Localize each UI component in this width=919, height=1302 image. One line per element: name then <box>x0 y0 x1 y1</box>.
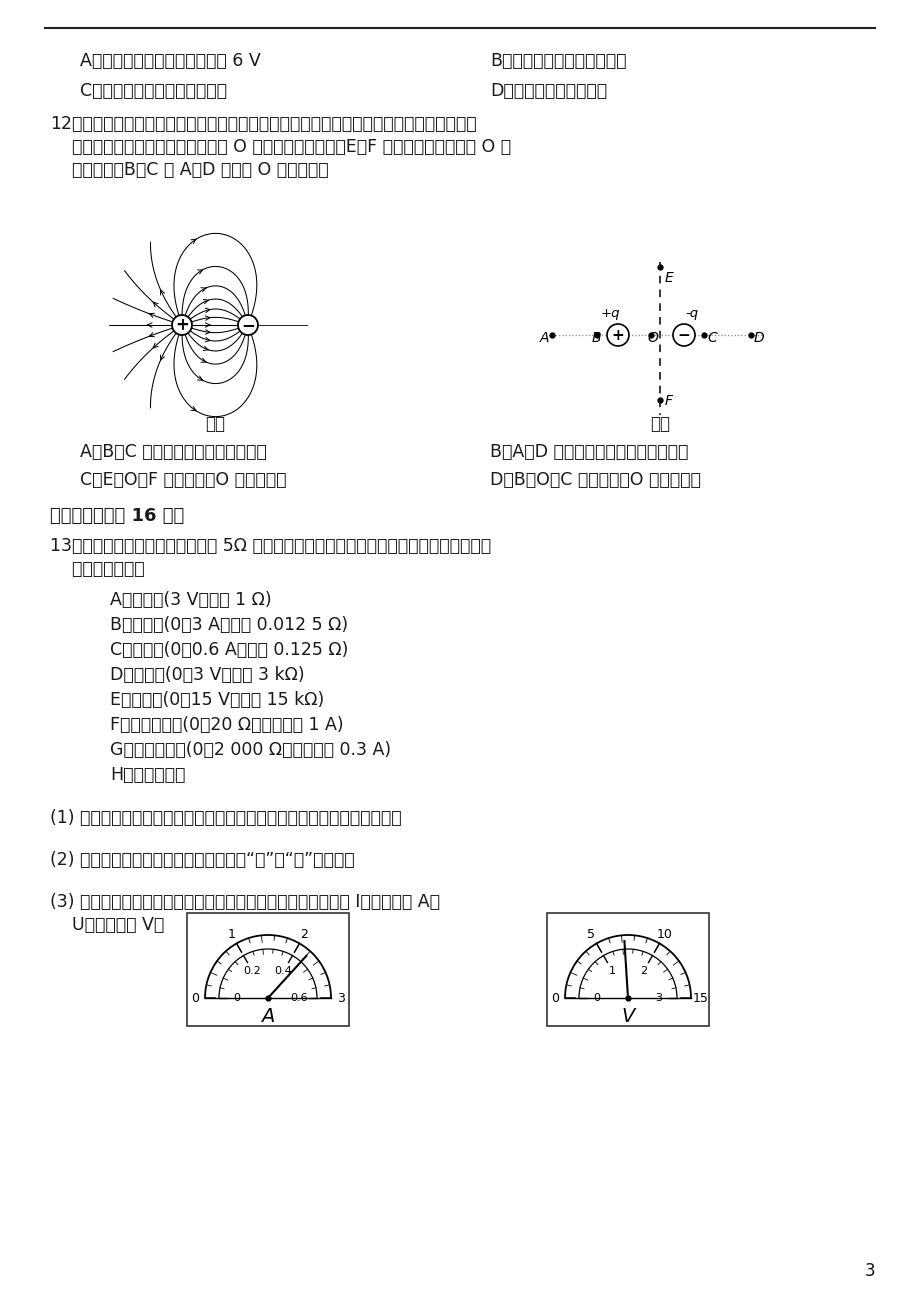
Text: 1: 1 <box>227 928 235 941</box>
Text: 10: 10 <box>656 928 672 941</box>
Text: 图甲: 图甲 <box>205 415 225 434</box>
Text: F．滑动变阻器(0～20 Ω，额定电流 1 A): F．滑动变阻器(0～20 Ω，额定电流 1 A) <box>110 716 344 734</box>
Text: V: V <box>620 1006 634 1026</box>
Text: C: C <box>706 331 716 345</box>
Text: 0: 0 <box>233 993 240 1003</box>
Text: 0.2: 0.2 <box>244 966 261 976</box>
Text: D．两表的电压示数不同: D．两表的电压示数不同 <box>490 82 607 100</box>
Text: -q: -q <box>685 307 698 320</box>
Text: B: B <box>591 331 601 345</box>
Text: A: A <box>261 1006 275 1026</box>
Text: G．滑动变阻器(0～2 000 Ω，额定电流 0.3 A): G．滑动变阻器(0～2 000 Ω，额定电流 0.3 A) <box>110 741 391 759</box>
Text: +q: +q <box>599 307 619 320</box>
Text: 0: 0 <box>191 992 199 1005</box>
Text: C．两表头的指针的偏角不相同: C．两表头的指针的偏角不相同 <box>80 82 227 100</box>
Text: 12．用电场线能很直观、很方便地比较电场中各点的强弱．如图甲是等量异种点电荷形成电: 12．用电场线能很直观、很方便地比较电场中各点的强弱．如图甲是等量异种点电荷形成… <box>50 115 476 133</box>
Text: +: + <box>611 328 624 342</box>
Text: H．开关、导线: H．开关、导线 <box>110 766 185 784</box>
Text: D．B、O、C 三点比较，O 点场强最强: D．B、O、C 三点比较，O 点场强最强 <box>490 471 700 490</box>
Text: E．电压表(0～15 V，内阻 15 kΩ): E．电压表(0～15 V，内阻 15 kΩ) <box>110 691 323 710</box>
Text: 3: 3 <box>654 993 662 1003</box>
Text: 备有以下器材：: 备有以下器材： <box>50 560 144 578</box>
Text: 13．欲用伏安法测定一段阻值约为 5Ω 左右的金属导线的电阴，要求测量结果尽量准确，现: 13．欲用伏安法测定一段阻值约为 5Ω 左右的金属导线的电阴，要求测量结果尽量准… <box>50 536 491 555</box>
Text: O: O <box>646 331 657 345</box>
Text: 0.6: 0.6 <box>289 993 308 1003</box>
Text: (2) 实验电路应采用电流表＿＿＿＿（填“内”或“外”）接法．: (2) 实验电路应采用电流表＿＿＿＿（填“内”或“外”）接法． <box>50 852 354 868</box>
Text: 3: 3 <box>864 1262 874 1280</box>
Text: (1) 上述器材中应选用的是＿＿＿＿＿＿＿＿．（填写各器材的字母代号）: (1) 上述器材中应选用的是＿＿＿＿＿＿＿＿．（填写各器材的字母代号） <box>50 809 402 827</box>
Circle shape <box>673 324 694 346</box>
Circle shape <box>607 324 629 346</box>
Circle shape <box>238 315 257 335</box>
Text: U＝＿＿＿＿ V．: U＝＿＿＿＿ V． <box>50 917 165 934</box>
Text: F: F <box>664 395 673 408</box>
Text: 图乙: 图乙 <box>650 415 669 434</box>
Text: D: D <box>754 331 764 345</box>
Text: 0: 0 <box>593 993 600 1003</box>
Text: C．电流表(0～0.6 A，内阻 0.125 Ω): C．电流表(0～0.6 A，内阻 0.125 Ω) <box>110 641 348 659</box>
Text: C．E、O、F 三点比较，O 的场强最强: C．E、O、F 三点比较，O 的场强最强 <box>80 471 286 490</box>
Text: 3: 3 <box>336 992 345 1005</box>
Text: A．电池组(3 V，内阻 1 Ω): A．电池组(3 V，内阻 1 Ω) <box>110 591 271 609</box>
Text: 称的两点，B、C 和 A、D 也相对 O 对称．则：: 称的两点，B、C 和 A、D 也相对 O 对称．则： <box>50 161 328 178</box>
Text: +: + <box>175 316 188 335</box>
FancyBboxPatch shape <box>547 913 709 1026</box>
Text: −: − <box>677 328 689 342</box>
Text: 0.4: 0.4 <box>275 966 292 976</box>
Text: B．A、D 两点场强大小相等，方向相反: B．A、D 两点场强大小相等，方向相反 <box>490 443 687 461</box>
Text: (3) 设实验中，电流表、电压表的某组示数如下图所示，图示中 I＝＿＿＿＿ A，: (3) 设实验中，电流表、电压表的某组示数如下图所示，图示中 I＝＿＿＿＿ A， <box>50 893 439 911</box>
Text: 2: 2 <box>301 928 308 941</box>
Text: 5: 5 <box>587 928 595 941</box>
FancyBboxPatch shape <box>187 913 348 1026</box>
Text: 二、实验题（共 16 分）: 二、实验题（共 16 分） <box>50 506 184 525</box>
Text: 1: 1 <box>608 966 616 976</box>
Circle shape <box>172 315 192 335</box>
Text: A．B、C 两点场强大小和方向都相同: A．B、C 两点场强大小和方向都相同 <box>80 443 267 461</box>
Text: A: A <box>539 331 549 345</box>
Text: E: E <box>664 271 673 285</box>
Text: −: − <box>241 316 255 335</box>
Text: D．电压表(0～3 V，内阻 3 kΩ): D．电压表(0～3 V，内阻 3 kΩ) <box>110 667 304 684</box>
Text: 2: 2 <box>640 966 646 976</box>
Text: A．两表的电压示数相同，均为 6 V: A．两表的电压示数相同，均为 6 V <box>80 52 260 70</box>
Text: B．电流表(0～3 A，内阻 0.012 5 Ω): B．电流表(0～3 A，内阻 0.012 5 Ω) <box>110 616 347 634</box>
Text: 场的电场线，图乙是场中的一些点 O 是电荷连线的中点，E、F 是连线中垂线上相对 O 对: 场的电场线，图乙是场中的一些点 O 是电荷连线的中点，E、F 是连线中垂线上相对… <box>50 138 511 156</box>
Text: B．两表头的指针的偏角相同: B．两表头的指针的偏角相同 <box>490 52 626 70</box>
Text: 15: 15 <box>692 992 709 1005</box>
Text: 0: 0 <box>550 992 559 1005</box>
